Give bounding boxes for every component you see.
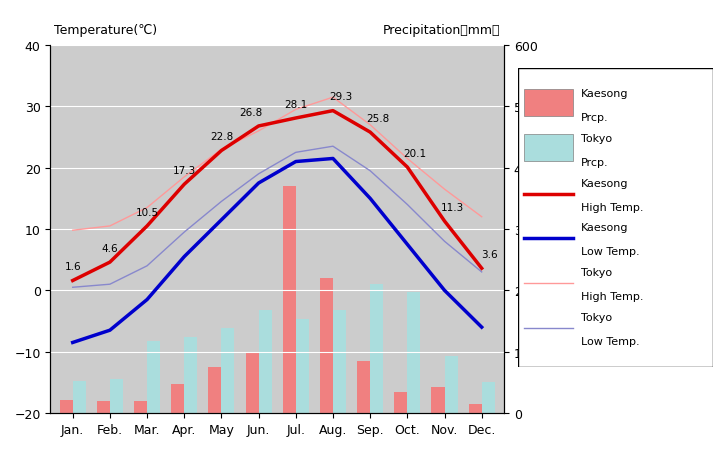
Text: 22.8: 22.8	[210, 132, 233, 142]
Text: Tokyo: Tokyo	[580, 134, 612, 143]
Bar	[134, 402, 147, 413]
Bar	[258, 310, 271, 413]
Text: 29.3: 29.3	[329, 92, 352, 102]
Bar	[482, 382, 495, 413]
Bar	[222, 329, 235, 413]
Text: 28.1: 28.1	[284, 100, 307, 110]
Text: 26.8: 26.8	[240, 107, 263, 118]
Bar	[283, 187, 296, 413]
Text: Kaesong: Kaesong	[580, 89, 628, 99]
Bar	[370, 285, 383, 413]
Text: Prcp.: Prcp.	[580, 112, 608, 123]
Bar	[357, 361, 370, 413]
Bar	[171, 384, 184, 413]
Text: 11.3: 11.3	[441, 202, 464, 213]
Text: 25.8: 25.8	[366, 114, 390, 123]
Bar	[147, 341, 160, 413]
Bar	[408, 292, 420, 413]
Text: 3.6: 3.6	[481, 250, 498, 259]
Bar	[395, 392, 408, 413]
Bar	[333, 310, 346, 413]
Text: 1.6: 1.6	[64, 262, 81, 272]
Bar	[97, 402, 110, 413]
Bar	[208, 367, 222, 413]
Bar	[524, 90, 573, 117]
Bar	[469, 404, 482, 413]
Bar	[110, 379, 123, 413]
Text: High Temp.: High Temp.	[580, 202, 643, 212]
Text: Temperature(℃): Temperature(℃)	[54, 24, 157, 37]
Bar	[320, 279, 333, 413]
Text: Prcp.: Prcp.	[580, 157, 608, 167]
Text: Precipitation（mm）: Precipitation（mm）	[383, 24, 500, 37]
Text: 4.6: 4.6	[102, 243, 118, 253]
Text: Low Temp.: Low Temp.	[580, 247, 639, 257]
Bar	[524, 134, 573, 162]
Bar	[184, 337, 197, 413]
Text: Kaesong: Kaesong	[580, 223, 628, 233]
Text: 10.5: 10.5	[135, 207, 158, 217]
Bar	[431, 387, 444, 413]
Text: 17.3: 17.3	[173, 166, 196, 176]
Text: Tokyo: Tokyo	[580, 313, 612, 322]
Bar	[246, 352, 258, 413]
Text: Kaesong: Kaesong	[580, 178, 628, 188]
Bar	[444, 356, 457, 413]
Text: 20.1: 20.1	[403, 149, 426, 158]
Text: Tokyo: Tokyo	[580, 268, 612, 278]
Text: Low Temp.: Low Temp.	[580, 336, 639, 346]
Bar	[296, 319, 309, 413]
Bar	[60, 400, 73, 413]
Bar	[73, 381, 86, 413]
Text: High Temp.: High Temp.	[580, 291, 643, 302]
